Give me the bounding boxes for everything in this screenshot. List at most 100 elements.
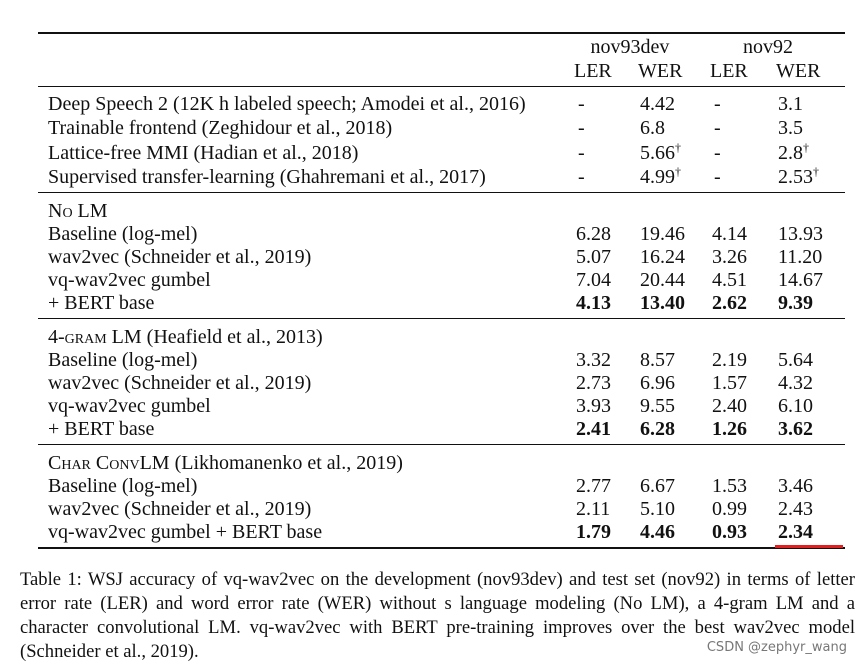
column-group-header: nov92	[743, 36, 793, 58]
column-header: LER	[574, 60, 612, 82]
cell-value: 2.62	[712, 291, 747, 314]
cell-value: 4.32	[778, 371, 813, 394]
cell-value: -	[714, 117, 721, 140]
section-name: 4-gram LM	[48, 326, 142, 348]
section-name: Char ConvLM	[48, 452, 170, 474]
cell-value: 7.04	[576, 268, 611, 291]
cell: 13.93	[778, 222, 823, 246]
cell-value: 4.42	[640, 93, 675, 115]
cell: 16.24	[640, 245, 685, 269]
cell-value: -	[714, 165, 721, 188]
row-label: wav2vec (Schneider et al., 2019)	[48, 371, 312, 394]
cell: 6.28	[576, 222, 611, 246]
cell-value: -	[578, 117, 585, 140]
cell-value: 2.11	[576, 497, 611, 520]
table-rule	[38, 318, 845, 319]
cell: 7.04	[576, 268, 611, 292]
cell-value: 0.93	[712, 520, 747, 543]
cell: 6.28	[640, 417, 675, 441]
cell-value: 4.99	[640, 165, 675, 188]
cell-value: 3.26	[712, 245, 747, 268]
cell-note: †	[813, 164, 819, 179]
cell: 1.53	[712, 474, 747, 498]
cell: 6.96	[640, 371, 675, 395]
cell: -	[714, 116, 721, 140]
cell-value: 1.53	[712, 474, 747, 497]
cell: 3.62	[778, 417, 813, 441]
cell-value: 20.44	[640, 268, 685, 291]
row-label: vq-wav2vec gumbel + BERT base	[48, 520, 323, 543]
cell: -	[578, 165, 585, 189]
cell: -	[714, 92, 721, 116]
cell: 2.77	[576, 474, 611, 498]
cell-value: 5.07	[576, 245, 611, 268]
cell: 4.42	[640, 92, 675, 116]
cell: -	[578, 116, 585, 140]
cell-value: 13.93	[778, 222, 823, 245]
cell-value: -	[578, 165, 585, 188]
cell-value: 19.46	[640, 222, 685, 245]
cell: -	[578, 92, 585, 116]
cell-value: 5.64	[778, 348, 813, 371]
cell: 5.07	[576, 245, 611, 269]
cell: 2.8†	[778, 141, 809, 165]
cell: 2.34	[778, 520, 813, 544]
row-label: Supervised transfer-learning (Ghahremani…	[48, 165, 486, 188]
cell: 3.5	[778, 116, 803, 140]
cell: 4.51	[712, 268, 747, 292]
row-label: Baseline (log-mel)	[48, 348, 198, 371]
cell-value: 5.66	[640, 141, 675, 164]
cell-value: 6.28	[576, 222, 611, 245]
cell: 13.40	[640, 291, 685, 315]
cell-value: 2.41	[576, 417, 611, 440]
cell-value: 3.93	[576, 394, 611, 417]
row-label: wav2vec (Schneider et al., 2019)	[48, 245, 312, 268]
cell-value: 5.10	[640, 497, 675, 520]
red-underline-annotation	[775, 545, 843, 548]
row-label: Baseline (log-mel)	[48, 474, 198, 497]
cell-value: 8.57	[640, 348, 675, 371]
cell-value: 9.39	[778, 291, 813, 314]
cell: 2.19	[712, 348, 747, 372]
cell: 4.32	[778, 371, 813, 395]
cell-value: 3.1	[778, 93, 803, 115]
cell-value: 4.46	[640, 520, 675, 543]
cell: 14.67	[778, 268, 823, 292]
cell-value: 2.8	[778, 141, 803, 164]
cell-value: 9.55	[640, 394, 675, 417]
cell-note: †	[675, 164, 681, 179]
cell: 3.93	[576, 394, 611, 418]
cell-value: 2.34	[778, 520, 813, 543]
cell-note: †	[675, 139, 681, 154]
cell: 3.46	[778, 474, 813, 498]
cell-value: 2.40	[712, 394, 747, 417]
cell-value: 6.8	[640, 117, 665, 140]
cell: 4.99†	[640, 165, 681, 189]
cell: 20.44	[640, 268, 685, 292]
row-label: + BERT base	[48, 291, 155, 314]
cell: 4.14	[712, 222, 747, 246]
cell-value: 6.10	[778, 394, 813, 417]
cell-value: 16.24	[640, 245, 685, 268]
section-title: Char ConvLM (Likhomanenko et al., 2019)	[48, 451, 403, 475]
cell: 8.57	[640, 348, 675, 372]
cell-value: 1.26	[712, 417, 747, 440]
cell: 4.46	[640, 520, 675, 544]
cell: 1.26	[712, 417, 747, 441]
row-label: Deep Speech 2 (12K h labeled speech; Amo…	[48, 93, 526, 115]
cell: 1.57	[712, 371, 747, 395]
cell: 2.41	[576, 417, 611, 441]
cell-value: -	[714, 93, 721, 115]
table-rule	[38, 444, 845, 445]
cell: 2.73	[576, 371, 611, 395]
cell-value: 2.43	[778, 497, 813, 520]
cell-value: 3.32	[576, 348, 611, 371]
column-header: WER	[638, 60, 683, 82]
cell-value: 4.13	[576, 291, 611, 314]
cell-value: 2.19	[712, 348, 747, 371]
cell: 0.93	[712, 520, 747, 544]
table-rule	[38, 32, 845, 34]
cell-value: 4.14	[712, 222, 747, 245]
row-label: + BERT base	[48, 417, 155, 440]
